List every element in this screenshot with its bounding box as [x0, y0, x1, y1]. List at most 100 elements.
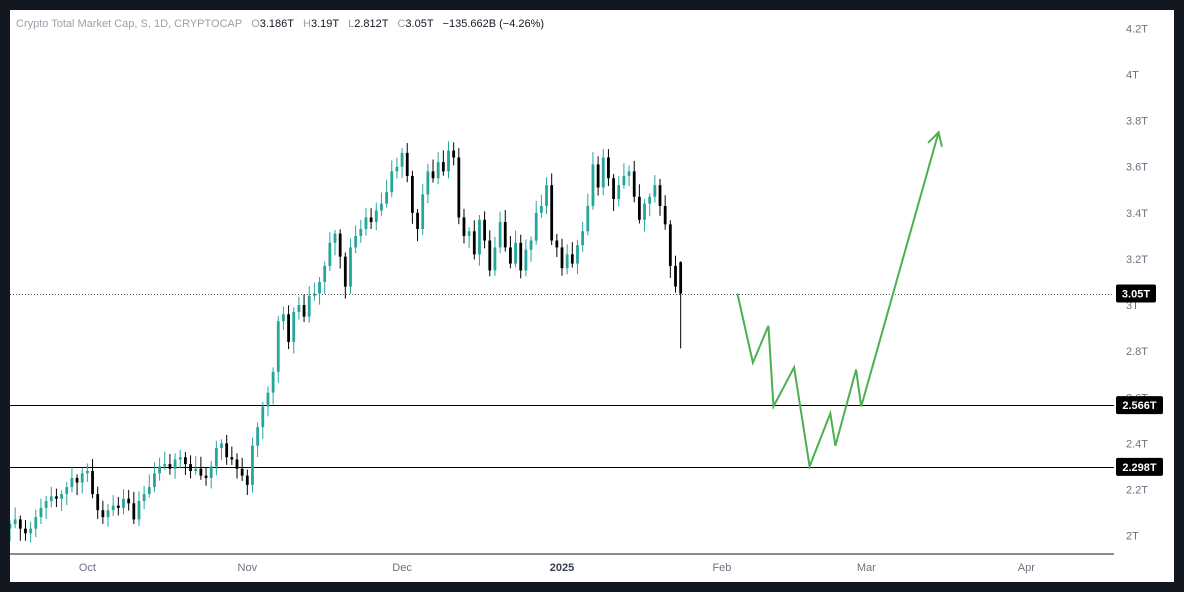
candle-body	[101, 510, 105, 518]
candle-body	[338, 233, 342, 257]
price-tag-label: 3.05T	[1122, 289, 1150, 301]
candle-body	[318, 282, 321, 294]
x-axis[interactable]: Oct Nov Dec 2025 Feb Mar Apr	[79, 562, 1035, 574]
candle-body	[457, 157, 461, 218]
candle-body	[612, 178, 615, 200]
candle-body	[529, 240, 533, 250]
candle-body	[220, 443, 223, 448]
candle-body	[271, 371, 275, 393]
candle-body	[245, 475, 249, 485]
y-tick-label: 2.2T	[1126, 484, 1148, 496]
candle-body	[204, 475, 208, 478]
candle-body	[91, 471, 94, 495]
y-tick-label: 4.2T	[1126, 23, 1148, 35]
open-key: O	[251, 18, 260, 30]
candle-body	[127, 498, 131, 504]
candle-body	[354, 235, 358, 248]
candle-body	[10, 524, 12, 529]
candle-body	[292, 311, 296, 342]
candle-body	[323, 265, 327, 282]
candle-body	[60, 494, 63, 499]
close-value: 3.05T	[405, 18, 434, 30]
candle-body	[80, 473, 84, 483]
candle-body	[230, 457, 234, 460]
candle-body	[189, 464, 192, 472]
y-tick-label: 3.2T	[1126, 254, 1148, 266]
candle-body	[488, 240, 492, 271]
projection	[736, 130, 943, 471]
candle-body	[34, 517, 38, 529]
candle-body	[302, 305, 306, 317]
candle-body	[158, 466, 162, 474]
candle-body	[287, 314, 290, 342]
candle-body	[679, 262, 683, 294]
candle-body	[240, 468, 244, 476]
candle-body	[617, 185, 621, 200]
candle-body	[658, 185, 662, 206]
candle-body	[509, 247, 512, 264]
candle-body	[447, 150, 450, 172]
candle-body	[591, 164, 595, 206]
candle-body	[75, 477, 79, 483]
candle-body	[178, 457, 182, 460]
candle-body	[395, 166, 399, 172]
candle-body	[333, 233, 337, 243]
candle-body	[524, 249, 528, 271]
y-tick-label: 3.6T	[1126, 162, 1148, 174]
candle-body	[627, 171, 631, 176]
candle-body	[276, 321, 280, 372]
price-tag-bg	[1116, 396, 1163, 415]
x-tick-label: 2025	[550, 562, 574, 574]
x-tick-label: Feb	[712, 562, 731, 574]
candle-body	[44, 500, 48, 508]
candle-body	[328, 242, 332, 266]
candle-body	[122, 498, 125, 508]
y-tick-label: 2.4T	[1126, 438, 1148, 450]
candle-body	[116, 505, 120, 508]
candle-body	[96, 494, 100, 511]
candle-body	[426, 171, 430, 195]
candle-body	[24, 528, 27, 534]
candle-body	[632, 171, 636, 197]
candle-body	[364, 217, 368, 229]
candle-body	[385, 192, 388, 204]
low-value: 2.812T	[354, 18, 389, 30]
candle-body	[13, 519, 17, 525]
candle-body	[400, 152, 404, 167]
y-tick-label: 3.4T	[1126, 208, 1148, 220]
candle-body	[405, 152, 409, 176]
candle-body	[519, 242, 523, 271]
candle-body	[478, 219, 481, 255]
candle-body	[648, 196, 652, 204]
chart-legend: Crypto Total Market Cap, S, 1D, CRYPTOCA…	[16, 18, 544, 30]
candle-body	[663, 205, 667, 225]
candle-body	[431, 171, 435, 179]
candle-body	[111, 505, 115, 511]
candle-body	[194, 468, 198, 472]
candle-body	[576, 245, 579, 264]
price-chart[interactable]: 2T2.2T2.4T2.6T2.8T3T3.2T3.4T3.6T3.8T4T4.…	[10, 10, 1174, 582]
y-tick-label: 2.8T	[1126, 346, 1148, 358]
candle-body	[349, 247, 352, 287]
candle-body	[235, 459, 239, 469]
candle-body	[483, 219, 487, 241]
y-tick-label: 4T	[1126, 70, 1139, 82]
candle-body	[514, 242, 517, 264]
candles	[10, 141, 683, 543]
x-tick-label: Oct	[79, 562, 96, 574]
candle-body	[163, 464, 167, 467]
candle-body	[586, 205, 590, 232]
candle-body	[581, 231, 585, 246]
candle-body	[261, 406, 265, 428]
candle-body	[359, 228, 363, 236]
x-tick-label: Nov	[238, 562, 258, 574]
chart-frame: Crypto Total Market Cap, S, 1D, CRYPTOCA…	[10, 10, 1174, 582]
candle-body	[498, 222, 502, 248]
candle-body	[153, 473, 156, 488]
candle-body	[307, 295, 311, 317]
candle-body	[70, 477, 74, 488]
candle-body	[637, 196, 641, 220]
projection-path	[736, 131, 940, 471]
x-tick-label: Apr	[1018, 562, 1035, 574]
candle-body	[209, 466, 213, 478]
